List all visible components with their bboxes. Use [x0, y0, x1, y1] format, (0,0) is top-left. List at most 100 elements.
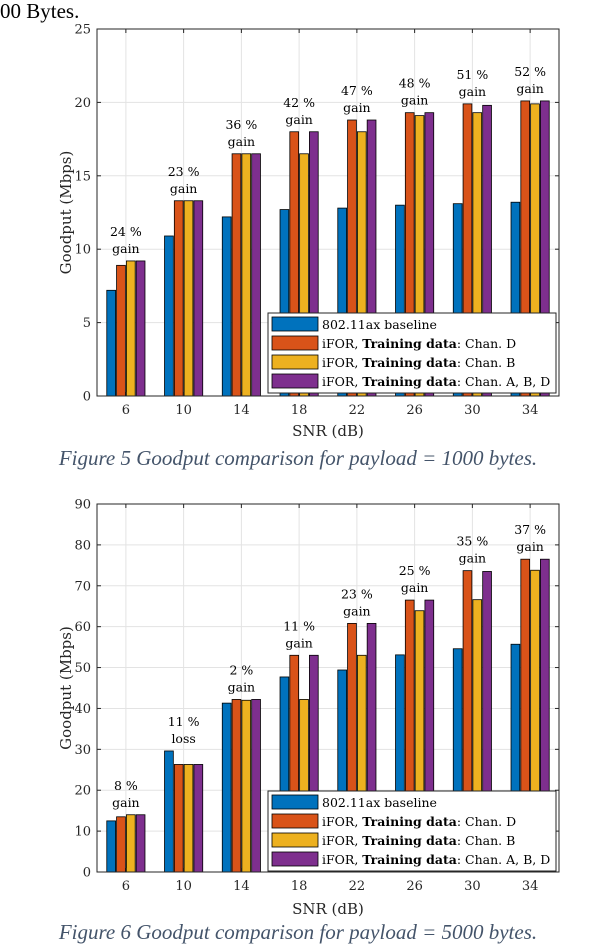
bar	[231, 699, 242, 873]
x-tick-label: 18	[291, 403, 308, 418]
x-tick-label: 26	[406, 879, 423, 894]
legend-swatch	[271, 832, 319, 848]
bar	[251, 699, 261, 873]
goodput-chart-5000-bytes: 8 % gain 11 % loss 2 % gain 11 % gain 23 % gain 25…	[57, 498, 560, 918]
legend: 802.11ax baseline iFOR, Training data: Ch…	[267, 312, 557, 394]
annotation-label: gain	[343, 603, 371, 618]
legend-swatch	[271, 316, 319, 332]
annotation-label: gain	[285, 112, 313, 127]
annotations: 8 % gain 11 % loss 2 % gain 11 % gain 23 % gain 25…	[112, 522, 546, 810]
y-tick-label: 80	[74, 538, 91, 553]
legend-label: iFOR, Training data: Chan. B	[322, 833, 515, 848]
bar	[183, 764, 194, 873]
y-axis: 0 5 10 15 20 25	[74, 23, 559, 405]
x-tick-label: 10	[175, 403, 192, 418]
bar	[164, 750, 174, 873]
x-axis: 6 10 14 18 22 26 30 34	[122, 504, 539, 894]
bar	[116, 816, 126, 873]
legend-label: 802.11ax baseline	[322, 795, 437, 810]
figure-5-caption: Figure 5 Goodput comparison for payload …	[58, 446, 538, 470]
x-tick-label: 34	[522, 403, 539, 418]
annotation-percent: 11 %	[168, 714, 200, 729]
annotation-percent: 42 %	[283, 95, 315, 110]
axes-box	[96, 503, 560, 873]
bar	[135, 260, 146, 397]
x-tick-label: 26	[406, 403, 423, 418]
bars	[106, 558, 550, 873]
bar	[241, 699, 252, 873]
bar	[173, 200, 184, 397]
y-tick-label: 0	[83, 866, 91, 881]
legend-label: iFOR, Training data: Chan. A, B, D	[322, 852, 550, 867]
annotation-label: gain	[516, 539, 544, 554]
bar	[231, 153, 242, 397]
y-axis-label: Goodput (Mbps)	[57, 151, 75, 275]
y-tick-label: 90	[74, 498, 91, 513]
x-tick-label: 6	[122, 879, 130, 894]
y-tick-label: 30	[74, 743, 91, 758]
y-tick-label: 0	[83, 390, 91, 405]
legend-swatch	[271, 794, 319, 810]
annotation-label: gain	[459, 551, 487, 566]
x-tick-label: 14	[233, 879, 250, 894]
bar	[116, 264, 126, 397]
y-tick-label: 20	[74, 96, 91, 111]
annotation-label: gain	[112, 795, 140, 810]
annotation-label: gain	[343, 100, 371, 115]
annotation-percent: 48 %	[399, 76, 431, 91]
y-tick-label: 15	[74, 169, 91, 184]
legend-label: iFOR, Training data: Chan. B	[322, 355, 515, 370]
bar	[251, 153, 261, 397]
top-text-fragment: 00 Bytes.	[0, 0, 80, 23]
x-tick-label: 6	[122, 403, 130, 418]
y-tick-label: 10	[74, 825, 91, 840]
annotation-percent: 25 %	[399, 563, 431, 578]
bar	[173, 764, 184, 873]
y-tick-label: 5	[83, 316, 91, 331]
bar	[125, 814, 136, 873]
annotation-label: gain	[516, 81, 544, 96]
legend-swatch	[271, 335, 319, 351]
annotation-percent: 2 %	[229, 662, 253, 677]
x-tick-label: 22	[349, 879, 366, 894]
annotation-percent: 8 %	[114, 778, 138, 793]
x-axis-label: SNR (dB)	[292, 422, 364, 440]
annotation-percent: 24 %	[110, 224, 142, 239]
y-tick-label: 25	[74, 23, 91, 38]
y-tick-label: 60	[74, 620, 91, 635]
annotation-label: gain	[285, 635, 313, 650]
y-tick-label: 50	[74, 661, 91, 676]
annotation-percent: 23 %	[168, 164, 200, 179]
y-axis: 0 10 20 30 40 50 60 70 80 90	[74, 498, 559, 881]
bar	[183, 200, 194, 397]
x-tick-label: 30	[464, 879, 481, 894]
annotation-label: gain	[170, 181, 198, 196]
annotation-percent: 11 %	[283, 618, 315, 633]
legend-swatch	[271, 373, 319, 389]
bar	[164, 235, 174, 397]
legend-label: iFOR, Training data: Chan. D	[322, 336, 516, 351]
goodput-chart-1000-bytes: 24 % gain 23 % gain 36 % gain 42 % gain 47 % gain…	[57, 23, 560, 440]
y-axis-label: Goodput (Mbps)	[57, 626, 75, 750]
annotation-percent: 37 %	[514, 522, 546, 537]
y-tick-label: 40	[74, 702, 91, 717]
annotation-percent: 35 %	[456, 534, 488, 549]
y-tick-label: 20	[74, 784, 91, 799]
x-tick-label: 22	[349, 403, 366, 418]
annotation-label: gain	[401, 580, 429, 595]
bars	[106, 100, 550, 397]
legend-label: 802.11ax baseline	[322, 317, 437, 332]
annotation-label: loss	[171, 731, 195, 746]
bar	[221, 702, 232, 873]
legend-swatch	[271, 851, 319, 867]
annotation-label: gain	[459, 84, 487, 99]
annotation-label: gain	[401, 93, 429, 108]
bar	[193, 200, 204, 397]
bar	[193, 764, 204, 873]
legend-swatch	[271, 354, 319, 370]
annotation-percent: 52 %	[514, 64, 546, 79]
x-tick-label: 34	[522, 879, 539, 894]
annotations: 24 % gain 23 % gain 36 % gain 42 % gain 47 % gain…	[110, 64, 546, 256]
annotation-label: gain	[112, 241, 140, 256]
x-tick-label: 10	[175, 879, 192, 894]
